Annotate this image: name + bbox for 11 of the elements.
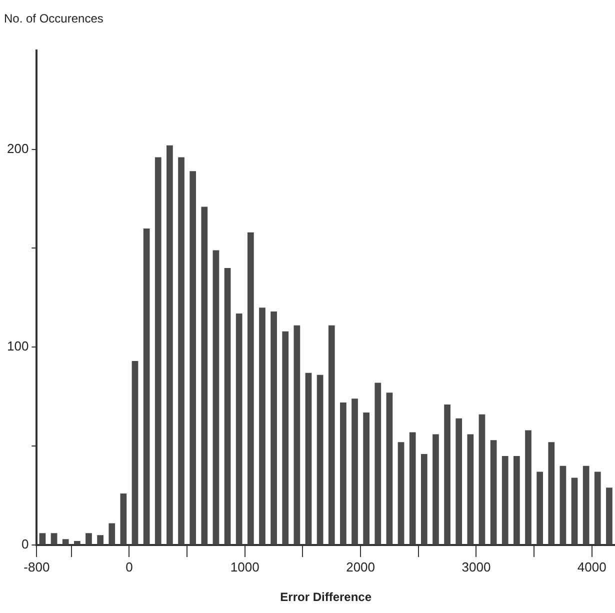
y-axis-title: No. of Occurences <box>4 12 104 26</box>
x-tick-label: 2000 <box>346 559 376 574</box>
x-tick-label: -800 <box>24 559 50 574</box>
x-tick-label: 0 <box>126 559 133 574</box>
y-tick-label: 0 <box>21 536 29 552</box>
x-axis-title: Error Difference <box>280 590 372 604</box>
x-tick-label: 1000 <box>230 559 260 574</box>
y-tick-label: 200 <box>6 140 29 156</box>
y-tick-label: 100 <box>6 338 29 354</box>
x-tick-label: 4000 <box>577 559 606 574</box>
x-tick-label: 3000 <box>462 559 491 574</box>
